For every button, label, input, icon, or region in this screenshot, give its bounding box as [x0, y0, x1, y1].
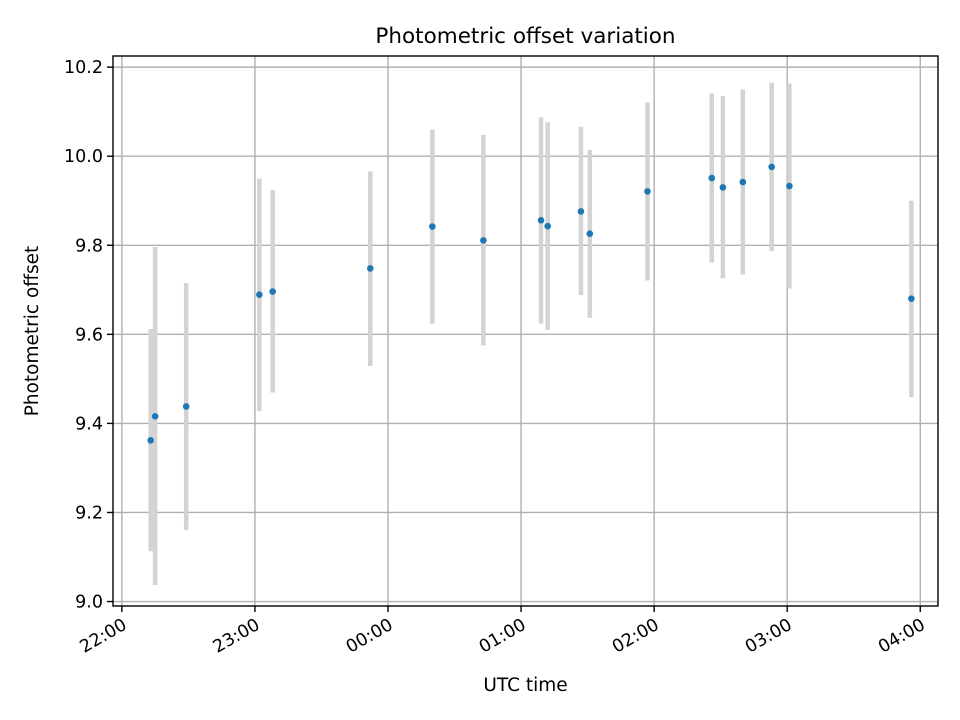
y-tick-label: 10.2 — [64, 58, 103, 78]
data-point — [908, 295, 915, 303]
y-tick-label: 9.2 — [75, 503, 103, 523]
data-point — [537, 217, 545, 224]
y-tick-label: 9.0 — [75, 593, 103, 613]
chart-title: Photometric offset variation — [375, 24, 675, 49]
data-point — [429, 223, 436, 230]
data-point — [151, 412, 159, 420]
data-point — [256, 291, 263, 299]
data-point — [366, 265, 374, 272]
data-point — [269, 288, 276, 295]
y-tick-label: 9.8 — [75, 236, 103, 256]
data-point — [708, 174, 716, 182]
data-point — [586, 230, 594, 237]
data-point — [786, 182, 793, 190]
plot-frame — [112, 55, 939, 607]
y-axis-label: Photometric offset — [22, 246, 43, 417]
data-point — [480, 237, 487, 244]
data-point — [544, 222, 551, 230]
y-tick-label: 10.0 — [64, 147, 103, 167]
data-point — [147, 437, 155, 444]
y-tick-label: 9.6 — [75, 325, 103, 345]
data-point — [577, 208, 585, 215]
x-axis-label: UTC time — [483, 675, 567, 696]
data-point — [644, 188, 651, 195]
data-point — [182, 403, 190, 410]
data-point — [739, 178, 747, 186]
point-layer — [147, 163, 915, 444]
data-point — [719, 184, 727, 191]
y-tick-label: 9.4 — [75, 414, 103, 434]
data-point — [768, 163, 775, 171]
